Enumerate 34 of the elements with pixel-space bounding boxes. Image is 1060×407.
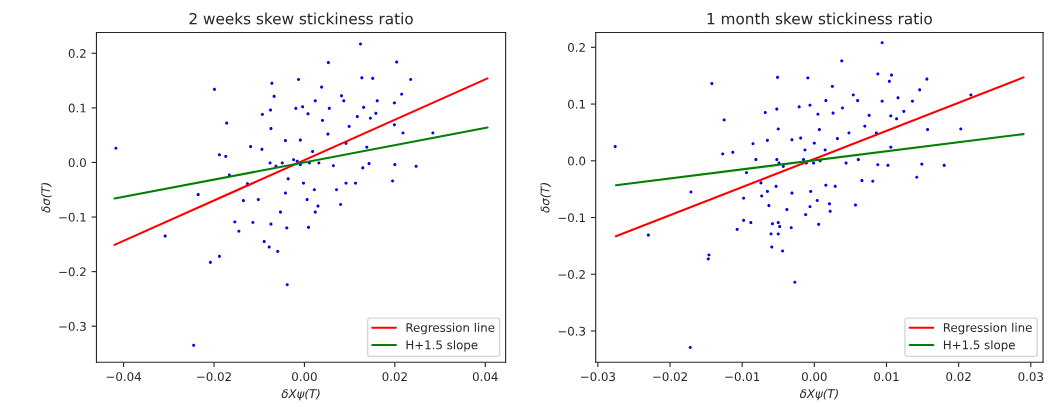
y-tick-label: 0.0: [568, 156, 586, 166]
y-tick-label: −0.3: [558, 326, 586, 336]
y-tick-label: −0.1: [59, 212, 86, 222]
y-tick-label: 0.1: [68, 103, 86, 113]
y-tick-label: 0.2: [568, 43, 585, 52]
x-axis-title: δXψ(T): [281, 388, 320, 401]
legend-label: H+1.5 slope: [406, 340, 478, 352]
y-tick-label: 0.2: [68, 49, 86, 58]
y-tick-label: −0.2: [558, 270, 585, 279]
legend-label: H+1.5 slope: [943, 340, 1015, 352]
x-tick-label: 0.01: [874, 372, 899, 382]
y-tick-label: 0.0: [68, 158, 86, 168]
legend-label: Regression line: [943, 322, 1032, 335]
x-tick-label: −0.02: [197, 372, 231, 382]
x-tick-label: 0.02: [382, 372, 407, 382]
y-axis-title: δσ(T): [41, 183, 52, 213]
x-tick-label: 0.00: [292, 372, 317, 382]
y-tick-label: −0.1: [558, 213, 585, 223]
x-tick-label: 0.00: [801, 372, 827, 382]
x-tick-label: 0.03: [1018, 372, 1043, 382]
legend-label: Regression line: [406, 322, 495, 335]
x-tick-label: −0.01: [725, 372, 760, 382]
x-axis-title: δXψ(T): [799, 388, 838, 401]
chart-title: 1 month skew stickiness ratio: [707, 12, 932, 25]
x-tick-label: −0.02: [653, 372, 687, 382]
x-tick-label: −0.03: [581, 372, 616, 382]
chart-title: 2 weeks skew stickiness ratio: [189, 12, 413, 25]
y-axis-title: δσ(T): [540, 183, 551, 213]
y-tick-label: −0.2: [59, 267, 86, 277]
y-tick-label: −0.3: [59, 321, 86, 331]
y-tick-label: 0.1: [568, 99, 585, 109]
x-tick-label: −0.04: [106, 372, 142, 382]
x-tick-label: 0.04: [472, 372, 498, 382]
x-tick-label: 0.02: [946, 372, 971, 382]
